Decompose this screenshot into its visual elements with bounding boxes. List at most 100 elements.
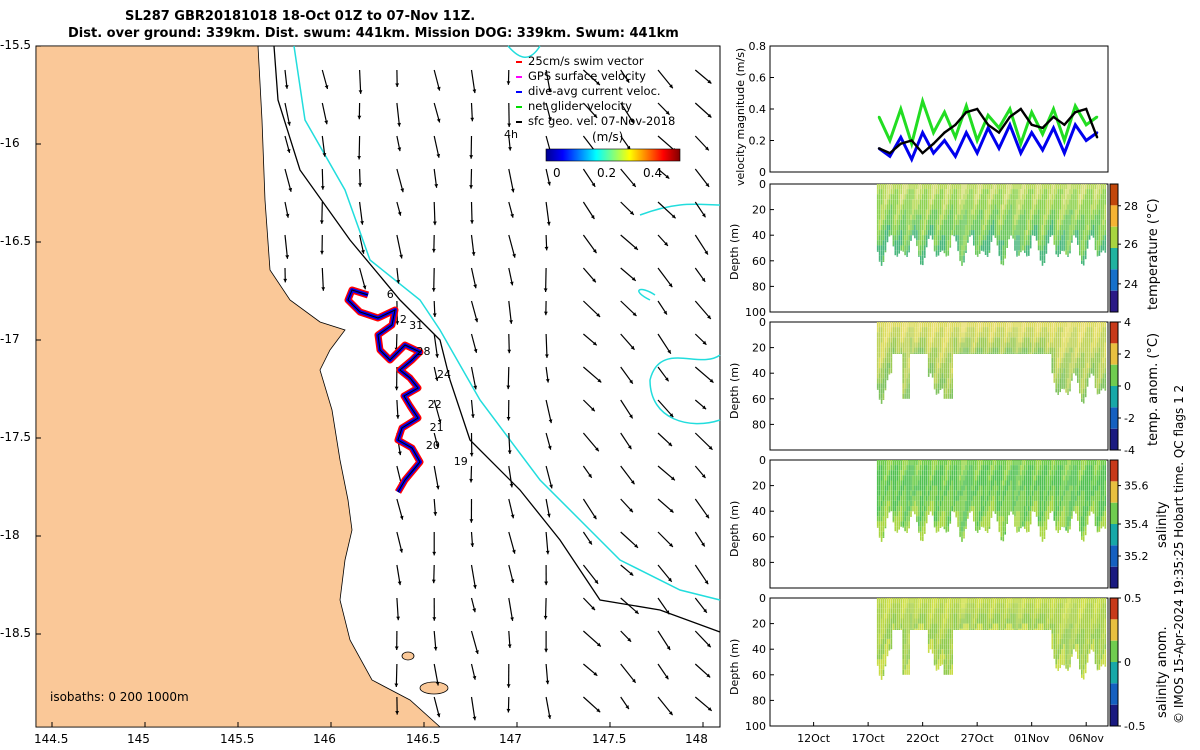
depth-cell [976, 194, 979, 200]
depth-cell [1094, 184, 1097, 190]
depth-cell [967, 230, 969, 236]
depth-cell [894, 475, 897, 481]
depth-cell [1067, 511, 1069, 517]
depth-cell [994, 184, 997, 190]
depth-cell [912, 475, 914, 481]
depth-cell [1026, 332, 1028, 338]
depth-cell [965, 204, 967, 210]
depth-cell [961, 506, 963, 512]
depth-cell [951, 189, 953, 195]
depth-cell [892, 521, 895, 523]
depth-cell [1035, 490, 1038, 496]
depth-cell [912, 470, 914, 476]
depth-cell [943, 219, 946, 225]
depth-cell [937, 373, 940, 379]
velocity-arrowhead [283, 278, 288, 283]
depth-cell [965, 347, 967, 353]
depth-cell [906, 383, 908, 389]
depth-cell [1018, 506, 1020, 512]
depth-cell [1104, 526, 1107, 529]
velocity-point [1008, 115, 1012, 119]
depth-cell [1037, 485, 1040, 491]
depth-cell [1059, 363, 1061, 369]
depth-cell [992, 219, 995, 225]
depth-cell [1037, 352, 1040, 354]
legend-swatch [516, 60, 522, 63]
velocity-arrowhead [547, 181, 551, 186]
depth-cell [1079, 352, 1081, 358]
depth-cell [1026, 485, 1028, 491]
depth-cell [988, 332, 991, 338]
lon-tick-label: 146.5 [406, 732, 441, 746]
depth-cell [1049, 506, 1052, 512]
depth-cell [1069, 245, 1071, 251]
depth-cell [1026, 225, 1028, 231]
depth-cell [994, 332, 997, 338]
depth-cell [1059, 526, 1061, 531]
depth-cell [1067, 475, 1069, 481]
depth-cell [924, 475, 926, 481]
depth-cell [959, 516, 961, 522]
depth-cell [1055, 506, 1057, 512]
depth-cell [904, 460, 906, 466]
depth-cell [980, 225, 983, 231]
depth-cell [925, 352, 928, 354]
velocity-arrowhead [320, 186, 325, 190]
depth-cell [1071, 516, 1073, 519]
velocity-arrowhead [506, 417, 511, 421]
depth-cell [916, 219, 918, 225]
depth-cell [1029, 511, 1032, 517]
depth-cell [1051, 337, 1054, 343]
depth-cell [884, 470, 887, 476]
depth-cell [880, 536, 883, 542]
depth-cell [929, 368, 932, 374]
depth-cell [943, 209, 946, 215]
depth-cell [1092, 342, 1095, 348]
depth-cell [1022, 501, 1024, 507]
depth-cell [955, 485, 957, 491]
velocity-ytick-label: 0 [759, 166, 766, 179]
depth-cell [986, 225, 989, 231]
depth-cell [894, 209, 897, 215]
depth-cell [975, 235, 977, 241]
depth-cell [1049, 485, 1052, 491]
depth-cell [1039, 204, 1042, 210]
depth-cell [978, 342, 981, 348]
depth-cell [992, 189, 995, 195]
depth-cell [1047, 495, 1050, 501]
depth-cell [922, 337, 924, 343]
depth-cell [1102, 184, 1105, 190]
depth-cell [876, 225, 879, 231]
depth-cell [892, 495, 895, 501]
depth-cell [1073, 368, 1075, 374]
depth-cell [1073, 352, 1075, 358]
velocity-arrow [396, 498, 404, 520]
depth-cell [1104, 490, 1107, 496]
depth-cell [1069, 516, 1071, 522]
depth-cell [1031, 347, 1034, 353]
depth-cell [947, 485, 950, 491]
depth-cell [943, 322, 946, 328]
depth-cell [969, 495, 971, 501]
depth-cell [939, 194, 942, 200]
colorbar-tick-label: 26 [1124, 238, 1138, 251]
depth-cell [933, 214, 936, 220]
depth-cell [1008, 347, 1010, 353]
depth-cell [986, 214, 989, 220]
depth-cell [1065, 225, 1067, 231]
depth-cell [1096, 357, 1099, 363]
depth-cell [955, 199, 957, 205]
depth-cell [1077, 230, 1079, 236]
depth-cell [880, 393, 883, 399]
depth-cell [1047, 342, 1050, 348]
depth-cell [920, 204, 922, 210]
depth-cell [1000, 209, 1003, 215]
depth-cell [1041, 332, 1044, 338]
depth-cell [1075, 347, 1077, 353]
depth-cell [976, 189, 979, 195]
depth-cell [1002, 342, 1005, 348]
depth-cell [1079, 363, 1081, 369]
depth-cell [978, 219, 981, 225]
depth-cell [943, 235, 946, 241]
depth-cell [961, 465, 963, 471]
